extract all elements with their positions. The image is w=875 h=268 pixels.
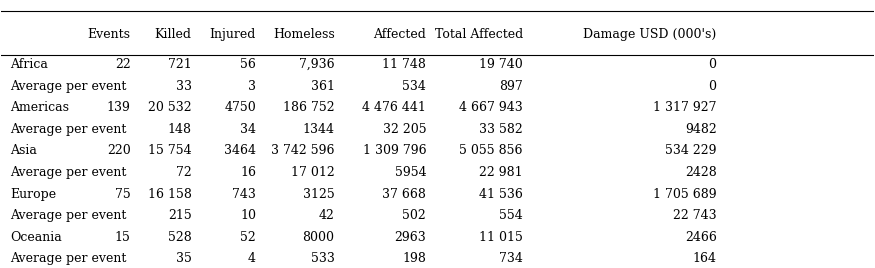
- Text: Damage USD (000's): Damage USD (000's): [584, 28, 717, 41]
- Text: Africa: Africa: [10, 58, 48, 71]
- Text: 56: 56: [241, 58, 256, 71]
- Text: 554: 554: [500, 209, 523, 222]
- Text: 4: 4: [248, 252, 256, 265]
- Text: 10: 10: [240, 209, 256, 222]
- Text: 743: 743: [232, 188, 256, 200]
- Text: 0: 0: [709, 80, 717, 93]
- Text: 4750: 4750: [224, 101, 256, 114]
- Text: 198: 198: [402, 252, 426, 265]
- Text: 15 754: 15 754: [148, 144, 192, 157]
- Text: 0: 0: [709, 58, 717, 71]
- Text: 52: 52: [241, 231, 256, 244]
- Text: 4 667 943: 4 667 943: [459, 101, 523, 114]
- Text: 734: 734: [499, 252, 523, 265]
- Text: 41 536: 41 536: [480, 188, 523, 200]
- Text: Affected: Affected: [374, 28, 426, 41]
- Text: 22 981: 22 981: [480, 166, 523, 179]
- Text: 11 748: 11 748: [382, 58, 426, 71]
- Text: Homeless: Homeless: [273, 28, 334, 41]
- Text: 34: 34: [240, 123, 256, 136]
- Text: Events: Events: [88, 28, 130, 41]
- Text: Average per event: Average per event: [10, 166, 127, 179]
- Text: 1344: 1344: [303, 123, 334, 136]
- Text: 9482: 9482: [685, 123, 717, 136]
- Text: 35: 35: [176, 252, 192, 265]
- Text: Average per event: Average per event: [10, 252, 127, 265]
- Text: Injured: Injured: [210, 28, 256, 41]
- Text: 5954: 5954: [395, 166, 426, 179]
- Text: 42: 42: [318, 209, 334, 222]
- Text: 72: 72: [176, 166, 192, 179]
- Text: 215: 215: [168, 209, 192, 222]
- Text: 2963: 2963: [395, 231, 426, 244]
- Text: 139: 139: [107, 101, 130, 114]
- Text: 361: 361: [311, 80, 334, 93]
- Text: 2428: 2428: [685, 166, 717, 179]
- Text: Total Affected: Total Affected: [435, 28, 523, 41]
- Text: 534: 534: [402, 80, 426, 93]
- Text: 17 012: 17 012: [290, 166, 334, 179]
- Text: 1 705 689: 1 705 689: [653, 188, 717, 200]
- Text: 5 055 856: 5 055 856: [459, 144, 523, 157]
- Text: 11 015: 11 015: [480, 231, 523, 244]
- Text: 75: 75: [115, 188, 130, 200]
- Text: Average per event: Average per event: [10, 209, 127, 222]
- Text: 186 752: 186 752: [283, 101, 334, 114]
- Text: 502: 502: [402, 209, 426, 222]
- Text: Europe: Europe: [10, 188, 56, 200]
- Text: 534 229: 534 229: [665, 144, 717, 157]
- Text: 1 317 927: 1 317 927: [653, 101, 717, 114]
- Text: Oceania: Oceania: [10, 231, 62, 244]
- Text: Killed: Killed: [155, 28, 192, 41]
- Text: 2466: 2466: [685, 231, 717, 244]
- Text: 20 532: 20 532: [148, 101, 192, 114]
- Text: Average per event: Average per event: [10, 80, 127, 93]
- Text: 3: 3: [248, 80, 256, 93]
- Text: 37 668: 37 668: [382, 188, 426, 200]
- Text: 16 158: 16 158: [148, 188, 192, 200]
- Text: 721: 721: [168, 58, 192, 71]
- Text: 7,936: 7,936: [299, 58, 334, 71]
- Text: 3464: 3464: [224, 144, 256, 157]
- Text: 533: 533: [311, 252, 334, 265]
- Text: 3125: 3125: [303, 188, 334, 200]
- Text: 148: 148: [167, 123, 192, 136]
- Text: 220: 220: [107, 144, 130, 157]
- Text: 3 742 596: 3 742 596: [271, 144, 334, 157]
- Text: 16: 16: [240, 166, 256, 179]
- Text: 15: 15: [115, 231, 130, 244]
- Text: 897: 897: [500, 80, 523, 93]
- Text: 8000: 8000: [303, 231, 334, 244]
- Text: 22: 22: [115, 58, 130, 71]
- Text: 528: 528: [168, 231, 192, 244]
- Text: 33: 33: [176, 80, 192, 93]
- Text: 19 740: 19 740: [480, 58, 523, 71]
- Text: 1 309 796: 1 309 796: [362, 144, 426, 157]
- Text: 33 582: 33 582: [480, 123, 523, 136]
- Text: 4 476 441: 4 476 441: [362, 101, 426, 114]
- Text: Asia: Asia: [10, 144, 37, 157]
- Text: 164: 164: [693, 252, 717, 265]
- Text: Americas: Americas: [10, 101, 69, 114]
- Text: Average per event: Average per event: [10, 123, 127, 136]
- Text: 32 205: 32 205: [382, 123, 426, 136]
- Text: 22 743: 22 743: [673, 209, 717, 222]
